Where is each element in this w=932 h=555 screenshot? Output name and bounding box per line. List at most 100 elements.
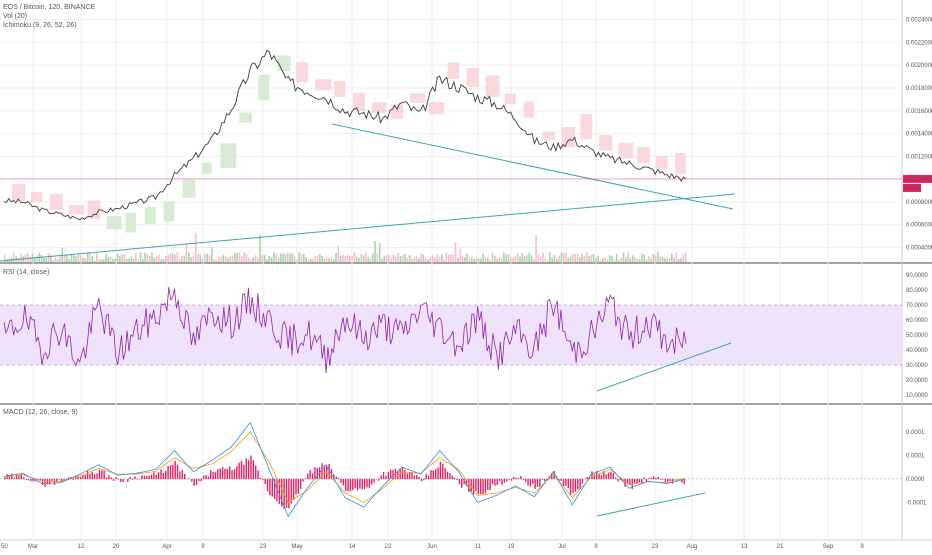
volume-bar	[519, 256, 521, 262]
macd-histogram-bar	[28, 479, 29, 480]
ichimoku-cloud	[145, 207, 156, 224]
macd-histogram-bar	[407, 474, 408, 480]
macd-histogram-bar	[350, 479, 351, 491]
ichimoku-cloud	[220, 143, 236, 168]
volume-bar	[349, 256, 351, 262]
macd-histogram-bar	[167, 466, 168, 479]
volume-bar	[280, 253, 282, 262]
ichimoku-cloud	[353, 93, 365, 111]
date-label: 22	[385, 544, 392, 550]
macd-histogram-bar	[108, 475, 109, 479]
macd-histogram-bar	[179, 472, 180, 480]
volume-bar	[75, 256, 77, 262]
symbol-label[interactable]: EOS / Bitcoin, 120, BINANCE	[3, 3, 95, 12]
ichimoku-cloud	[618, 143, 633, 159]
volume-bar	[223, 255, 225, 262]
volume-bar	[522, 253, 524, 262]
macd-histogram-bar	[80, 477, 81, 479]
macd-histogram-bar	[106, 477, 107, 479]
macd-histogram-bar	[658, 477, 659, 479]
macd-histogram-bar	[198, 479, 199, 481]
date-label: 11	[475, 544, 482, 550]
macd-histogram-bar	[534, 479, 535, 489]
volume-bar	[158, 255, 160, 262]
price-tick-label: 0.0020000	[906, 63, 932, 69]
macd-histogram-bar	[516, 478, 517, 479]
macd-histogram-bar	[489, 479, 490, 490]
volume-bar	[252, 258, 254, 262]
volume-bar	[653, 254, 655, 262]
volume-bar	[620, 258, 622, 262]
volume-bar	[250, 260, 252, 262]
macd-histogram-bar	[23, 477, 24, 479]
macd-histogram-bar	[456, 479, 457, 480]
macd-histogram-bar	[601, 475, 602, 479]
ichimoku-cloud	[107, 216, 122, 229]
volume-bar	[142, 259, 144, 262]
macd-histogram-bar	[418, 477, 419, 479]
volume-bar	[616, 254, 618, 262]
volume-bar	[321, 256, 323, 262]
volume-bar	[335, 253, 337, 262]
volume-bar	[669, 258, 671, 262]
macd-histogram-bar	[338, 478, 339, 479]
ichimoku-label[interactable]: Ichimoku (9, 26, 52, 26)	[3, 21, 95, 30]
volume-bar	[301, 254, 303, 262]
volume-bar	[255, 255, 257, 262]
macd-histogram-bar	[182, 470, 183, 479]
macd-histogram-bar	[189, 478, 190, 479]
macd-tick-label: 0.0000	[906, 477, 925, 483]
volume-bar	[338, 246, 340, 262]
volume-bar	[464, 257, 466, 262]
macd-histogram-bar	[234, 469, 235, 479]
volume-bar	[595, 258, 597, 262]
macd-histogram-bar	[373, 479, 374, 483]
volume-bar	[404, 254, 406, 262]
volume-bar	[236, 253, 238, 262]
volume-bar	[671, 254, 673, 262]
macd-histogram-bar	[639, 479, 640, 482]
macd-histogram-bar	[137, 479, 138, 480]
volume-bar	[243, 252, 245, 262]
volume-bar	[190, 257, 192, 262]
macd-histogram-bar	[85, 475, 86, 479]
macd-label[interactable]: MACD (12, 26, close, 9)	[3, 408, 78, 417]
volume-bar	[439, 257, 441, 262]
volume-bar	[98, 259, 100, 262]
volume-bar	[660, 256, 662, 262]
rsi-tick-label: 20.0000	[906, 378, 928, 384]
volume-bar	[535, 235, 537, 262]
volume-bar	[508, 254, 510, 262]
ichimoku-cloud	[656, 156, 667, 169]
volume-bar	[41, 255, 43, 262]
macd-histogram-bar	[665, 479, 666, 482]
volume-bar	[239, 253, 241, 262]
macd-histogram-bar	[212, 472, 213, 479]
volume-label[interactable]: Vol (20)	[3, 12, 95, 21]
rsi-label[interactable]: RSI (14, close)	[3, 268, 49, 277]
macd-histogram-bar	[653, 476, 654, 479]
ichimoku-cloud	[561, 127, 575, 147]
macd-histogram-bar	[357, 479, 358, 491]
volume-bar	[409, 255, 411, 262]
volume-bar	[78, 254, 80, 262]
macd-histogram-bar	[153, 472, 154, 479]
macd-histogram-bar	[345, 479, 346, 491]
volume-bar	[425, 257, 427, 262]
volume-bar	[365, 253, 367, 262]
volume-bar	[27, 253, 29, 262]
volume-bar	[538, 254, 540, 262]
volume-bar	[89, 253, 91, 262]
volume-bar	[347, 255, 349, 262]
volume-bar	[18, 258, 20, 262]
macd-tick-label: 0.0001	[906, 453, 925, 459]
macd-histogram-bar	[440, 462, 441, 479]
volume-bar	[292, 253, 294, 262]
volume-bar	[549, 252, 551, 262]
macd-histogram-bar	[307, 474, 308, 480]
macd-histogram-bar	[504, 479, 505, 483]
volume-bar	[618, 260, 620, 262]
volume-bar	[551, 257, 553, 262]
